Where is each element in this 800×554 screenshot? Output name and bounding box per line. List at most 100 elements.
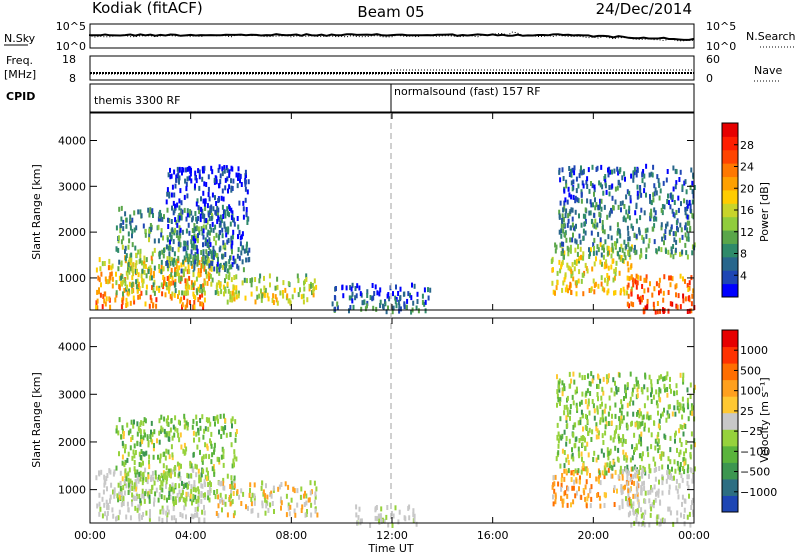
velocity-cell (657, 431, 660, 437)
power-cell (606, 214, 609, 220)
power-cell (192, 304, 195, 310)
power-cell (625, 244, 628, 249)
power-cell (264, 287, 267, 293)
velocity-cell (674, 430, 677, 436)
power-cell (221, 188, 224, 194)
velocity-cell (657, 410, 659, 416)
power-cell (197, 226, 200, 232)
power-cell (427, 295, 430, 301)
velocity-cell (231, 463, 234, 469)
power-cell (199, 217, 202, 223)
power-cell (578, 269, 581, 275)
power-cell (399, 306, 402, 312)
power-cell (562, 217, 565, 222)
power-cell (245, 173, 247, 178)
power-cell (165, 282, 168, 287)
power-cell (585, 179, 588, 185)
velocity-cell (104, 511, 107, 517)
power-cell (690, 301, 693, 307)
power-cell (188, 257, 191, 263)
velocity-cell (625, 457, 628, 463)
power-cell (228, 212, 231, 218)
power-cell (195, 245, 198, 251)
velocity-cell (197, 486, 200, 492)
power-colorbar-swatch (722, 176, 738, 191)
velocity-cell (138, 493, 141, 499)
power-cell (126, 301, 129, 307)
power-cell (153, 279, 156, 285)
velocity-cell (166, 421, 169, 427)
velocity-cell (126, 501, 129, 507)
power-cell (631, 225, 634, 231)
power-cell (228, 206, 231, 211)
power-cell (366, 293, 369, 298)
power-cell (181, 290, 184, 296)
power-cell (582, 255, 585, 261)
power-cell (115, 290, 118, 296)
velocity-cell (116, 493, 119, 499)
power-cell (149, 223, 152, 228)
power-cell (175, 219, 178, 225)
power-cell (142, 278, 145, 284)
power-colorbar-swatch (722, 123, 738, 137)
power-cell (582, 183, 585, 189)
power-cell (222, 240, 225, 246)
power-cell (167, 172, 170, 178)
velocity-cell (583, 375, 586, 380)
power-cell (680, 201, 682, 207)
velocity-cell (222, 413, 225, 419)
velocity-cell (567, 486, 570, 492)
velocity-colorbar-swatch (722, 462, 738, 480)
power-cell (210, 260, 213, 266)
velocity-cell (222, 499, 225, 505)
power-cell (645, 274, 648, 280)
power-cell (311, 283, 314, 288)
velocity-cell (565, 417, 568, 423)
power-cell (121, 299, 124, 305)
power-cell (157, 224, 160, 230)
power-cell (104, 276, 107, 282)
power-cell (573, 266, 576, 272)
velocity-cell (643, 467, 646, 473)
power-cell (302, 299, 305, 305)
power-cell (196, 238, 199, 244)
velocity-cell (638, 413, 641, 419)
power-cell (180, 296, 183, 302)
velocity-cell (261, 503, 264, 509)
velocity-cell (145, 476, 148, 482)
power-cell (551, 280, 554, 286)
power-cell (150, 268, 153, 274)
velocity-cell (159, 428, 162, 434)
velocity-cell (590, 437, 593, 442)
power-cell (161, 291, 164, 297)
velocity-cell (572, 424, 575, 430)
power-cell (202, 224, 205, 230)
velocity-cell (618, 505, 621, 511)
power-cell (593, 283, 596, 288)
power-cell (98, 277, 101, 283)
velocity-cell (176, 492, 179, 498)
velocity-cell (652, 499, 655, 505)
power-cell (141, 277, 144, 283)
velocity-cell (178, 462, 181, 468)
power-cell (592, 278, 595, 284)
power-cell (618, 229, 621, 235)
power-cell (199, 294, 201, 300)
velocity-cell (589, 503, 592, 509)
power-cell (618, 254, 621, 260)
velocity-cell (231, 484, 234, 490)
velocity-cell (586, 441, 589, 447)
power-cell (559, 200, 562, 206)
power-cell (693, 242, 696, 248)
velocity-cell (595, 457, 598, 463)
power-cell (562, 280, 565, 286)
power-cell (178, 272, 180, 278)
power-cell (208, 216, 211, 222)
velocity-cell (378, 518, 380, 524)
velocity-cell (226, 512, 229, 518)
power-cell (221, 166, 224, 172)
power-cell (206, 232, 209, 238)
power-cell (591, 164, 594, 170)
velocity-cell (575, 478, 578, 484)
power-cell (229, 294, 232, 300)
